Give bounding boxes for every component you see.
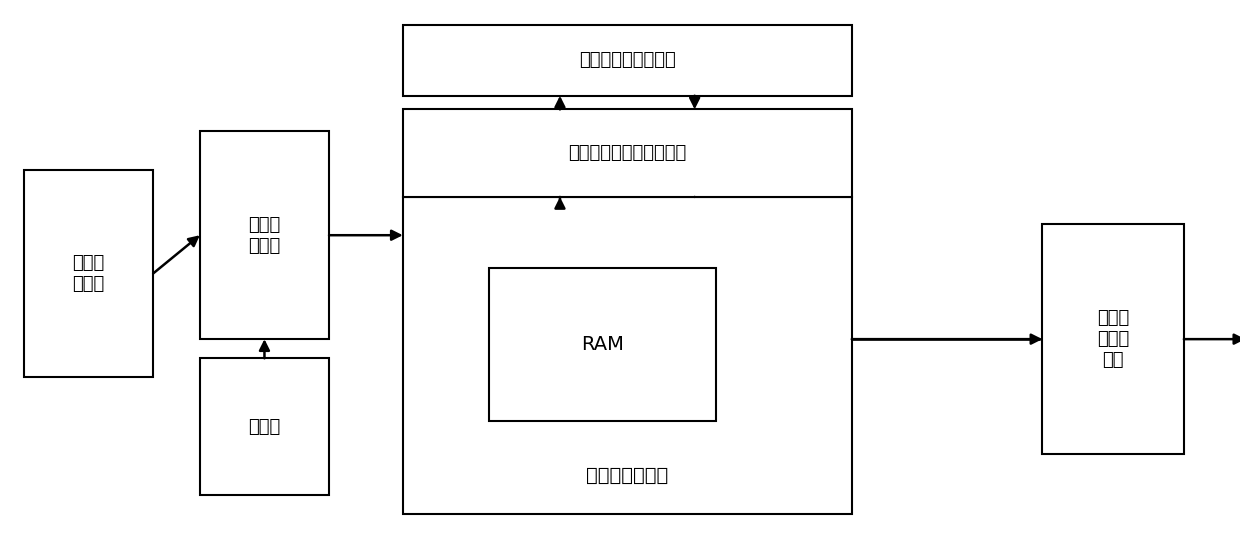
Bar bbox=[24, 170, 153, 377]
Text: 数据解
析模块: 数据解 析模块 bbox=[248, 216, 280, 254]
Text: 同步动态随机存储器: 同步动态随机存储器 bbox=[579, 51, 676, 69]
Bar bbox=[403, 197, 852, 514]
Bar bbox=[403, 109, 852, 197]
Bar bbox=[200, 131, 329, 339]
Bar bbox=[403, 25, 852, 96]
Text: 图像信号发生器: 图像信号发生器 bbox=[587, 467, 668, 485]
Bar bbox=[489, 268, 717, 421]
Bar bbox=[200, 358, 329, 495]
Text: 图像输
出编码
模块: 图像输 出编码 模块 bbox=[1097, 310, 1130, 369]
Text: RAM: RAM bbox=[582, 335, 624, 354]
Bar bbox=[1043, 224, 1184, 454]
Text: 人机交
互模块: 人机交 互模块 bbox=[72, 254, 104, 293]
Text: 上位机: 上位机 bbox=[248, 418, 280, 435]
Text: 同步动态随机存储控制器: 同步动态随机存储控制器 bbox=[568, 144, 687, 162]
